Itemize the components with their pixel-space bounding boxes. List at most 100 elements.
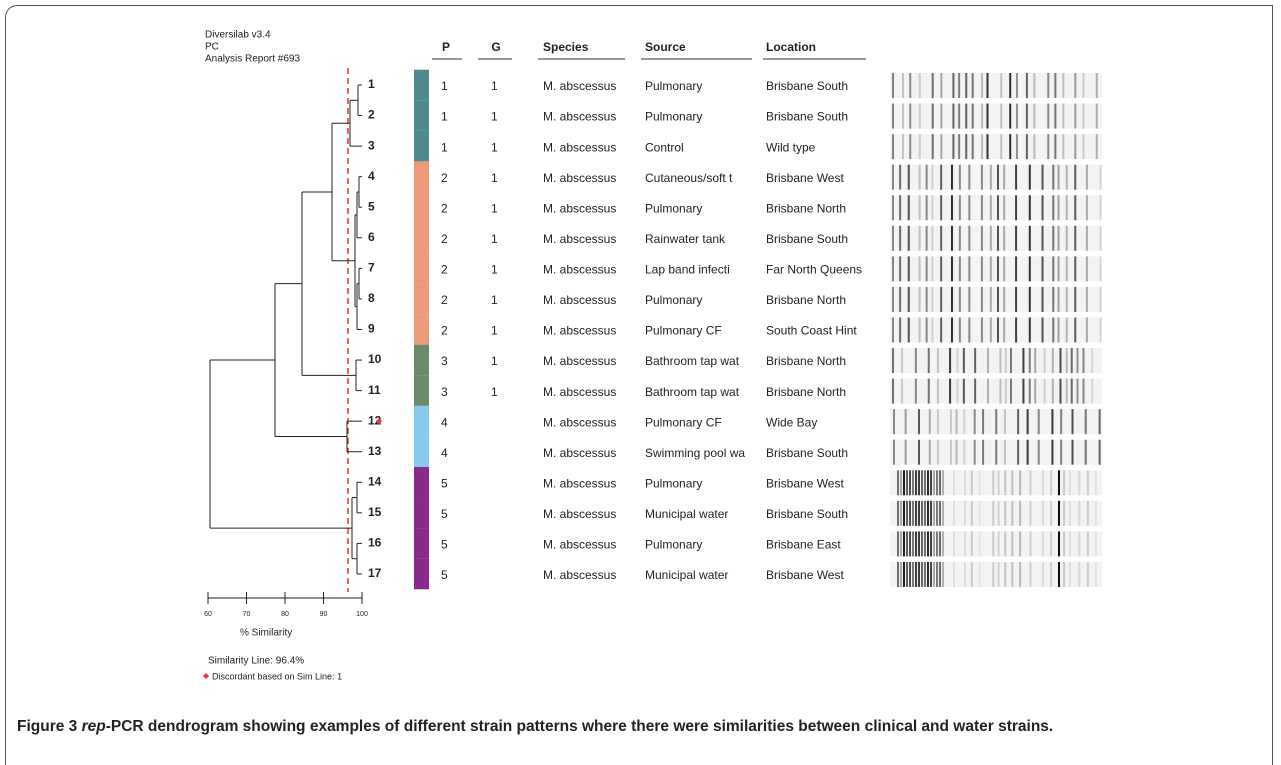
gel-band bbox=[1030, 562, 1032, 587]
gel-band bbox=[902, 134, 904, 159]
gel-band bbox=[1086, 165, 1088, 190]
cell-source: Pulmonary bbox=[645, 201, 702, 215]
cell-p: 2 bbox=[441, 324, 448, 338]
gel-band bbox=[1029, 226, 1031, 251]
gel-band bbox=[1096, 134, 1098, 159]
gel-band bbox=[1058, 470, 1060, 495]
gel-band bbox=[1058, 562, 1060, 587]
gel-band bbox=[897, 501, 899, 526]
gel-band bbox=[1051, 440, 1053, 465]
cell-g: 1 bbox=[491, 171, 498, 185]
gel-band bbox=[987, 104, 989, 129]
gel-band bbox=[1058, 287, 1060, 312]
gel-band bbox=[987, 134, 989, 159]
gel-band bbox=[1017, 409, 1019, 434]
gel-band bbox=[1034, 348, 1036, 373]
gel-band bbox=[897, 470, 899, 495]
gel-band bbox=[1060, 440, 1062, 465]
cell-location: Wide Bay bbox=[766, 415, 817, 429]
gel-band bbox=[1078, 470, 1080, 495]
gel-band bbox=[924, 562, 926, 587]
gel-band bbox=[897, 562, 899, 587]
column-header: Location bbox=[766, 40, 816, 54]
cell-p: 1 bbox=[441, 79, 448, 93]
gel-band bbox=[982, 440, 984, 465]
gel-band bbox=[992, 501, 994, 526]
gel-band bbox=[1087, 470, 1089, 495]
gel-band bbox=[1029, 287, 1031, 312]
gel-band bbox=[927, 531, 929, 556]
gel-band bbox=[990, 195, 992, 220]
page: Diversilab v3.4 PC Analysis Report #693 … bbox=[0, 0, 1281, 755]
cell-p: 2 bbox=[441, 293, 448, 307]
gel-band bbox=[1016, 104, 1018, 129]
gel-lane bbox=[890, 348, 1102, 373]
gel-band bbox=[1086, 287, 1088, 312]
gel-band bbox=[909, 104, 911, 129]
gel-band bbox=[1050, 501, 1052, 526]
gel-band bbox=[1015, 287, 1017, 312]
gel-band bbox=[1015, 195, 1017, 220]
cell-g: 1 bbox=[491, 232, 498, 246]
gel-band bbox=[1066, 317, 1068, 342]
gel-band bbox=[963, 440, 965, 465]
gel-band bbox=[926, 317, 928, 342]
cell-species: M. abscessus bbox=[543, 140, 616, 154]
row-label: 16 bbox=[368, 536, 382, 550]
cell-location: South Coast Hint bbox=[766, 324, 857, 338]
gel-band bbox=[958, 134, 960, 159]
gel-band bbox=[892, 256, 894, 281]
gel-band bbox=[1086, 317, 1088, 342]
gel-band bbox=[1077, 348, 1079, 373]
gel-band bbox=[900, 531, 902, 556]
gel-band bbox=[1000, 73, 1002, 98]
gel-band bbox=[1082, 134, 1084, 159]
cell-location: Brisbane South bbox=[766, 110, 848, 124]
gel-band bbox=[906, 562, 908, 587]
gel-band bbox=[928, 348, 930, 373]
row-label: 17 bbox=[368, 566, 382, 580]
gel-band bbox=[915, 501, 917, 526]
gel-band bbox=[892, 226, 894, 251]
gel-band bbox=[1100, 317, 1102, 342]
gel-band bbox=[950, 409, 952, 434]
gel-band bbox=[1015, 256, 1017, 281]
gel-band bbox=[968, 287, 970, 312]
gel-band bbox=[931, 226, 933, 251]
gel-band bbox=[912, 531, 914, 556]
gel-band bbox=[968, 317, 970, 342]
gel-band bbox=[998, 531, 1000, 556]
row-label: 11 bbox=[368, 383, 381, 397]
gel-band bbox=[918, 531, 920, 556]
gel-band bbox=[1069, 470, 1071, 495]
gel-band bbox=[933, 470, 935, 495]
cell-p: 1 bbox=[441, 110, 448, 124]
gel-band bbox=[932, 104, 934, 129]
gel-band bbox=[1074, 73, 1076, 98]
gel-band bbox=[981, 104, 983, 129]
gel-band bbox=[1042, 256, 1044, 281]
cell-location: Brisbane North bbox=[766, 385, 846, 399]
gel-band bbox=[1063, 562, 1065, 587]
gel-band bbox=[915, 348, 917, 373]
gel-band bbox=[924, 470, 926, 495]
gel-band bbox=[964, 470, 966, 495]
gel-band bbox=[892, 165, 894, 190]
gel-band bbox=[1066, 287, 1068, 312]
gel-band bbox=[1052, 287, 1054, 312]
cell-g: 1 bbox=[491, 293, 498, 307]
gel-band bbox=[1005, 379, 1007, 404]
gel-band bbox=[1033, 73, 1035, 98]
cell-source: Pulmonary bbox=[645, 79, 702, 93]
pattern-bar bbox=[414, 375, 429, 406]
gel-band bbox=[990, 165, 992, 190]
gel-band bbox=[1099, 440, 1101, 465]
scale-tick-label: 90 bbox=[320, 611, 328, 618]
gel-band bbox=[979, 470, 981, 495]
gel-band bbox=[939, 531, 941, 556]
cell-species: M. abscessus bbox=[543, 324, 616, 338]
gel-band bbox=[951, 256, 953, 281]
gel-band bbox=[1042, 317, 1044, 342]
gel-band bbox=[892, 348, 894, 373]
gel-band bbox=[940, 73, 942, 98]
